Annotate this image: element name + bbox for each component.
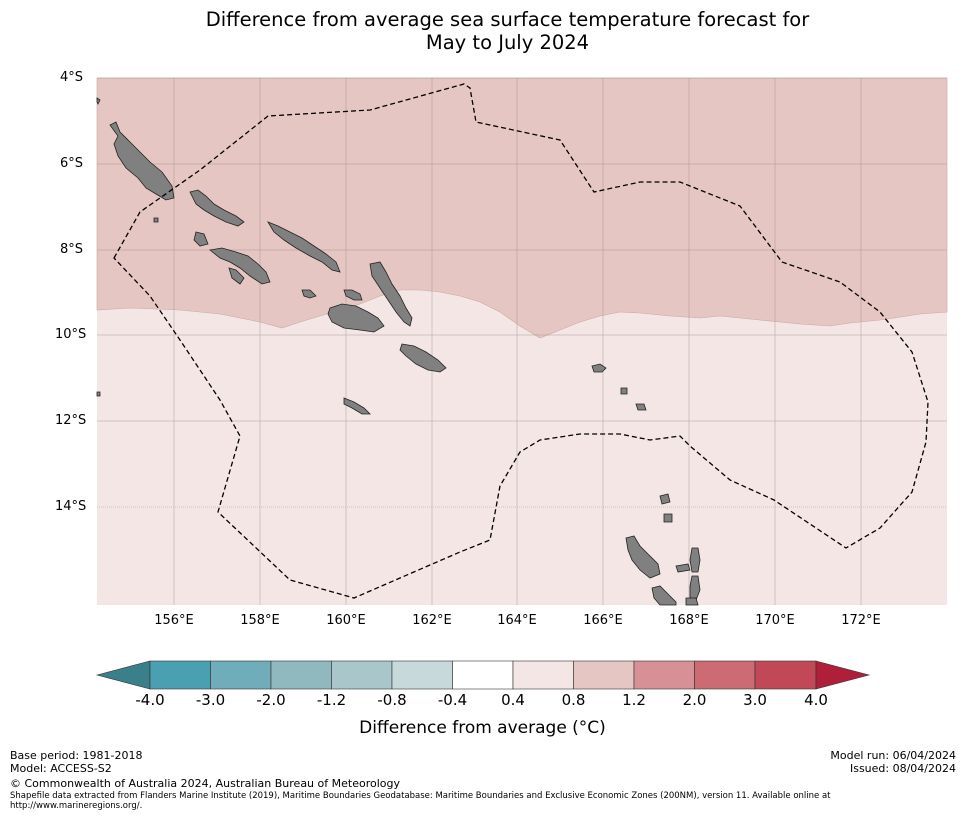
title-line-1: Difference from average sea surface temp… [205,8,810,31]
island-ambae [675,563,691,573]
lon-label-162e: 162°E [412,613,452,628]
island-small-3 [96,391,101,397]
colorbar-tick: 0.8 [561,691,586,709]
map-area [96,77,948,605]
colorbar-tick: -1.2 [316,691,347,709]
colorbar-bin-1 [149,660,211,690]
island-choiseul [189,189,245,227]
island-nissan [96,97,101,105]
island-vella-lavella [193,231,209,247]
colorbar-tick: 4.0 [804,691,828,709]
island-espiritu-santo [625,535,661,579]
colorbar-bin-6 [452,660,514,690]
island-guadalcanal [327,303,385,333]
lat-label-4s: 4°S [60,70,84,85]
colorbar-label: Difference from average (°C) [359,718,606,738]
shapefile-credit-line-2: http://www.marineregions.org/. [10,801,143,811]
lon-label-168e: 168°E [669,613,709,628]
north-region [96,77,948,339]
colorbar-bin-10 [694,660,756,690]
colorbar-bin-11 [754,660,817,690]
colorbar-bin-4 [331,660,393,690]
island-torres [635,403,647,411]
lon-label-156e: 156°E [154,613,194,628]
lat-label-8s: 8°S [60,242,84,257]
gridlines [97,77,947,605]
island-russell [301,289,317,299]
lon-label-166e: 166°E [583,613,623,628]
island-banks-small [620,387,628,395]
eez-boundary [113,83,929,599]
lat-label-6s: 6°S [60,156,84,171]
colorbar-bin-3 [270,660,332,690]
colorbar-bin-5 [391,660,453,690]
base-period: Base period: 1981-2018 [10,749,143,762]
colorbar-bin-2 [210,660,272,690]
colorbar-bin-7 [512,660,574,690]
title-line-2: May to July 2024 [425,31,590,54]
model-name: Model: ACCESS-S2 [10,762,112,775]
island-santa-cruz [591,363,607,373]
shapefile-credit: Shapefile data extracted from Flanders M… [10,791,910,811]
colorbar-tick: -3.0 [195,691,226,709]
colorbar-tick: 3.0 [743,691,767,709]
chart-title: Difference from average sea surface temp… [0,8,965,54]
island-santa-isabel [267,221,341,273]
island-ambrym [685,597,699,606]
island-gaua [659,493,671,505]
island-vanua-lava [663,513,673,523]
island-small-1 [153,217,159,223]
island-florida [343,289,363,301]
island-malaita [369,261,413,327]
colorbar-tick: 1.2 [622,691,646,709]
lat-label-14s: 14°S [55,499,87,514]
lon-label-172e: 172°E [841,613,881,628]
issued-date: Issued: 08/04/2024 [849,762,956,775]
colorbar-tick: -0.4 [437,691,468,709]
colorbar-bin-8 [573,660,635,690]
island-maewo [689,547,701,573]
island-rennell [343,397,371,415]
colorbar-tick: -4.0 [135,691,165,709]
footer-right: Model run: 06/04/2024 Issued: 08/04/2024 [830,749,956,775]
colorbar [95,660,871,690]
lat-label-12s: 12°S [55,413,87,428]
colorbar-tick: -0.8 [377,691,407,709]
copyright: © Commonwealth of Australia 2024, Austra… [10,777,400,790]
island-malekula [651,585,677,606]
colorbar-extend-right [815,660,871,690]
lon-label-158e: 158°E [240,613,280,628]
island-new-georgia [209,247,271,285]
lon-label-160e: 160°E [326,613,366,628]
shapefile-credit-line-1: Shapefile data extracted from Flanders M… [10,791,831,801]
eez-solomon [113,83,929,599]
colorbar-extend-left [95,660,151,690]
model-run: Model run: 06/04/2024 [830,749,956,762]
lon-label-170e: 170°E [755,613,795,628]
colorbar-tick: -2.0 [256,691,286,709]
lon-label-164e: 164°E [497,613,537,628]
colorbar-bin-9 [633,660,695,690]
footer-left: Base period: 1981-2018 Model: ACCESS-S2 [10,749,142,775]
island-makira [399,343,447,373]
land [96,97,701,606]
island-small-2 [228,267,245,285]
island-bougainville [109,121,175,201]
colorbar-tick: 0.4 [501,691,525,709]
lat-label-10s: 10°S [55,327,87,342]
colorbar-tick: 2.0 [682,691,707,709]
